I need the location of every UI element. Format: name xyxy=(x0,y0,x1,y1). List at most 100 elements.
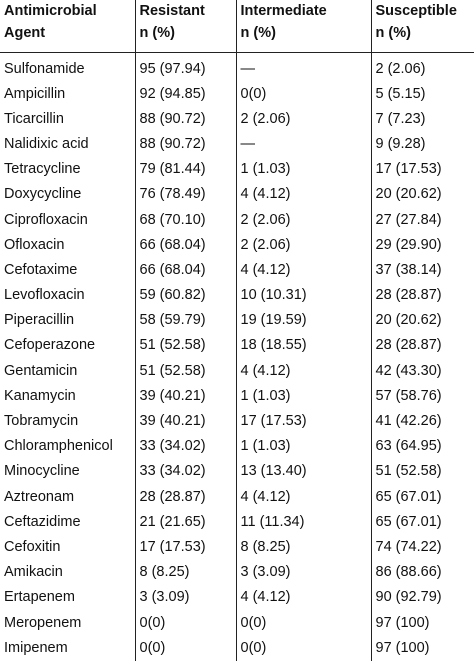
resistant-cell: 33 (34.02) xyxy=(134,459,236,485)
susceptible-cell: 63 (64.95) xyxy=(370,434,474,460)
agent-cell: Cefotaxime xyxy=(4,261,78,278)
intermediate-cell: — xyxy=(235,52,371,82)
resistant-cell: 39 (40.21) xyxy=(134,408,236,435)
table-row: Levofloxacin 59 (60.82) 10 (10.31) 28 (28.8… xyxy=(0,283,474,309)
susceptible-cell: 20 (20.62) xyxy=(370,308,474,334)
agent-cell: Ciprofloxacin xyxy=(4,211,88,228)
intermediate-cell: 4 (4.12) xyxy=(235,484,371,510)
susceptible-cell: 74 (74.22) xyxy=(370,534,474,561)
susceptible-cell: 5 (5.15) xyxy=(370,81,474,107)
resistant-cell: 88 (90.72) xyxy=(134,106,236,132)
susceptible-cell: 65 (67.01) xyxy=(370,509,474,535)
agent-cell: Tetracycline xyxy=(4,161,81,178)
susceptible-cell: 29 (29.90) xyxy=(370,232,474,258)
agent-cell: Cefoxitin xyxy=(4,538,61,555)
agent-cell: Sulfonamide xyxy=(4,60,85,77)
susceptible-cell: 27 (27.84) xyxy=(370,207,474,233)
resistant-cell: 3 (3.09) xyxy=(134,585,236,611)
table-row: Cefotaxime 66 (68.04) 4 (4.12) 37 (38.14) xyxy=(0,257,474,283)
resistant-cell: 51 (52.58) xyxy=(134,333,236,359)
susceptible-cell: 37 (38.14) xyxy=(370,257,474,283)
intermediate-cell: 17 (17.53) xyxy=(235,408,371,435)
column-header-resistant: Resistant n (%) xyxy=(134,0,236,53)
intermediate-cell: 1 (1.03) xyxy=(235,157,371,183)
agent-cell: Aztreonam xyxy=(4,488,75,505)
intermediate-cell: 13 (13.40) xyxy=(235,459,371,485)
table-row: Ampicillin 92 (94.85) 0(0) 5 (5.15) xyxy=(0,81,474,107)
susceptible-cell: 2 (2.06) xyxy=(370,52,474,82)
agent-cell: Ertapenem xyxy=(4,589,75,606)
agent-cell: Ampicillin xyxy=(4,85,66,102)
table-row: Tobramycin 39 (40.21) 17 (17.53) 41 (42.26) xyxy=(0,408,474,435)
resistant-cell: 28 (28.87) xyxy=(134,484,236,510)
table-row: Cefoxitin 17 (17.53) 8 (8.25) 74 (74.22) xyxy=(0,534,474,561)
susceptible-cell: 28 (28.87) xyxy=(370,333,474,359)
susceptible-cell: 42 (43.30) xyxy=(370,358,474,384)
column-header-agent: Antimicrobial Agent xyxy=(0,0,135,53)
table-row: Nalidixic acid 88 (90.72) —9 (9.28) xyxy=(0,131,474,158)
agent-cell: Doxycycline xyxy=(4,186,82,203)
table-header: Antimicrobial Agent Resistant n (%) Inte… xyxy=(0,0,474,53)
susceptible-cell: 57 (58.76) xyxy=(370,383,474,409)
resistant-cell: 76 (78.49) xyxy=(134,182,236,208)
resistant-cell: 8 (8.25) xyxy=(134,560,236,586)
column-header-agent-line2: Agent xyxy=(4,25,46,41)
resistant-cell: 68 (70.10) xyxy=(134,207,236,233)
column-header-susceptible-line1: Susceptible xyxy=(375,3,457,19)
intermediate-cell: 4 (4.12) xyxy=(235,182,371,208)
susceptible-cell: 65 (67.01) xyxy=(370,484,474,510)
intermediate-cell: 4 (4.12) xyxy=(235,358,371,384)
susceptible-cell: 7 (7.23) xyxy=(370,106,474,132)
column-header-resistant-line2: n (%) xyxy=(139,25,175,41)
resistant-cell: 88 (90.72) xyxy=(134,131,236,158)
intermediate-cell: 2 (2.06) xyxy=(235,106,371,132)
intermediate-cell: 1 (1.03) xyxy=(235,383,371,409)
agent-cell: Levofloxacin xyxy=(4,287,85,304)
susceptible-cell: 86 (88.66) xyxy=(370,560,474,586)
table-row: Ofloxacin 66 (68.04) 2 (2.06) 29 (29.90) xyxy=(0,232,474,258)
table-row: Imipenem 0(0) 0(0) 97 (100) xyxy=(0,635,474,661)
resistant-cell: 21 (21.65) xyxy=(134,509,236,535)
intermediate-cell: 11 (11.34) xyxy=(235,509,371,535)
table-row: Meropenem 0(0) 0(0) 97 (100) xyxy=(0,610,474,636)
table-body: Sulfonamide 95 (97.94) —2 (2.06) Ampicillin… xyxy=(0,52,474,661)
table-row: Ciprofloxacin 68 (70.10) 2 (2.06) 27 (27.84… xyxy=(0,207,474,233)
agent-cell: Nalidixic acid xyxy=(4,135,89,152)
susceptible-cell: 90 (92.79) xyxy=(370,585,474,611)
susceptible-cell: 51 (52.58) xyxy=(370,459,474,485)
resistant-cell: 66 (68.04) xyxy=(134,232,236,258)
agent-cell: Ticarcillin xyxy=(4,110,64,127)
table-row: Cefoperazone 51 (52.58) 18 (18.55) 28 (28.8… xyxy=(0,333,474,359)
intermediate-cell: 1 (1.03) xyxy=(235,434,371,460)
table-row: Kanamycin 39 (40.21) 1 (1.03) 57 (58.76) xyxy=(0,383,474,409)
intermediate-cell: 0(0) xyxy=(235,610,371,636)
resistant-cell: 0(0) xyxy=(134,610,236,636)
agent-cell: Chloramphenicol xyxy=(4,438,113,455)
susceptible-cell: 17 (17.53) xyxy=(370,157,474,183)
intermediate-cell: 2 (2.06) xyxy=(235,207,371,233)
agent-cell: Piperacillin xyxy=(4,312,75,329)
column-header-agent-line1: Antimicrobial xyxy=(4,3,97,19)
table-row: Amikacin 8 (8.25) 3 (3.09) 86 (88.66) xyxy=(0,560,474,586)
intermediate-cell: 3 (3.09) xyxy=(235,560,371,586)
resistant-cell: 92 (94.85) xyxy=(134,81,236,107)
table-row: Ticarcillin 88 (90.72) 2 (2.06) 7 (7.23) xyxy=(0,106,474,132)
intermediate-cell: 2 (2.06) xyxy=(235,232,371,258)
column-header-susceptible-line2: n (%) xyxy=(375,25,411,41)
susceptible-cell: 97 (100) xyxy=(370,610,474,636)
resistant-cell: 95 (97.94) xyxy=(134,52,236,82)
resistant-cell: 79 (81.44) xyxy=(134,157,236,183)
resistant-cell: 0(0) xyxy=(134,635,236,661)
intermediate-cell: 10 (10.31) xyxy=(235,283,371,309)
agent-cell: Amikacin xyxy=(4,564,63,581)
table-row: Piperacillin 58 (59.79) 19 (19.59) 20 (20.6… xyxy=(0,308,474,334)
column-header-intermediate-line1: Intermediate xyxy=(240,3,327,19)
susceptible-cell: 9 (9.28) xyxy=(370,131,474,158)
agent-cell: Kanamycin xyxy=(4,387,76,404)
intermediate-cell: 4 (4.12) xyxy=(235,585,371,611)
agent-cell: Ofloxacin xyxy=(4,236,65,253)
agent-cell: Ceftazidime xyxy=(4,513,81,530)
intermediate-cell: 0(0) xyxy=(235,81,371,107)
column-header-susceptible: Susceptible n (%) xyxy=(370,0,474,53)
